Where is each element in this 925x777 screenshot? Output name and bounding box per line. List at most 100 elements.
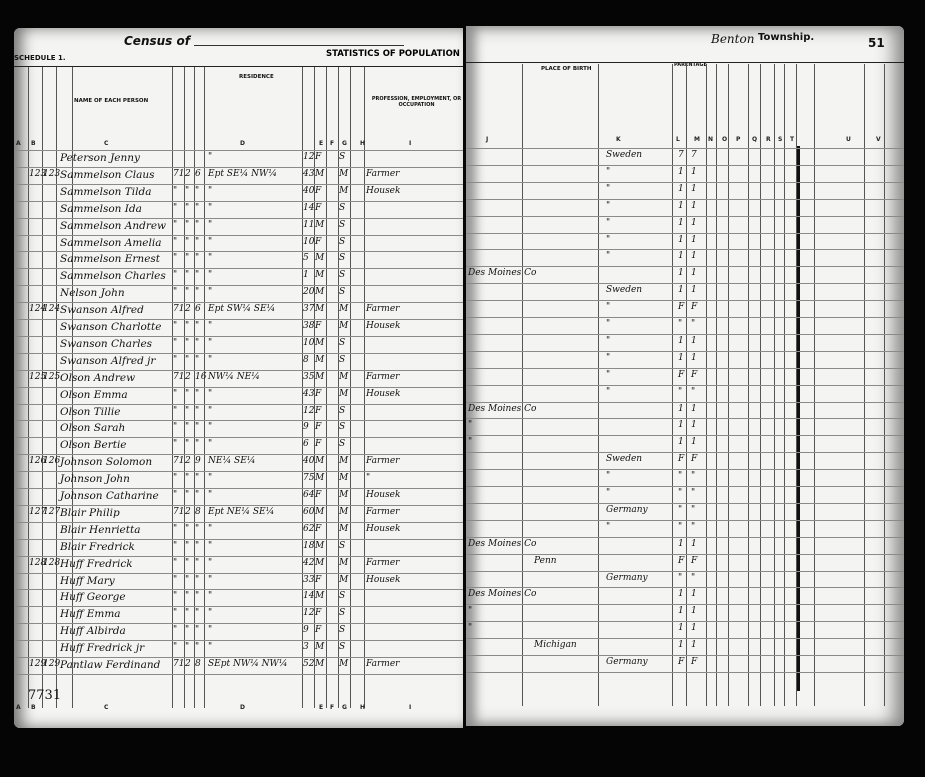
dwelling-number: 127 — [29, 506, 47, 517]
birth-country: Germany — [606, 504, 648, 515]
age: 9 — [303, 625, 309, 636]
range: " — [185, 473, 190, 484]
range: " — [185, 388, 190, 399]
section: " — [195, 591, 200, 602]
sex: F — [315, 388, 322, 399]
birth-country: " — [606, 183, 611, 194]
sex: M — [315, 354, 325, 365]
person-name: Olson Sarah — [60, 422, 126, 435]
row-rule — [466, 486, 904, 487]
row-rule — [466, 300, 904, 302]
census-row-right: " 1 1 — [466, 235, 904, 250]
township: 71 — [173, 456, 185, 467]
row-rule — [14, 403, 463, 405]
range: " — [185, 642, 190, 653]
dwelling-number: 123 — [29, 168, 47, 179]
census-row: Peterson Jenny " 12 F S — [14, 152, 463, 167]
age: 35 — [303, 371, 315, 382]
census-row-right: Sweden 1 1 — [466, 285, 904, 300]
marital-status: M — [339, 185, 349, 196]
township: " — [173, 185, 178, 196]
mother-birthplace: 1 — [691, 183, 697, 194]
sex: F — [315, 608, 322, 619]
birth-state: Michigan — [534, 640, 577, 651]
birth-country: " — [606, 386, 611, 397]
residence: " — [208, 439, 213, 450]
age: 43 — [303, 168, 315, 179]
row-rule — [14, 673, 463, 675]
range: " — [185, 253, 190, 264]
section: " — [195, 202, 200, 213]
marital-status: S — [339, 236, 346, 247]
row-rule — [14, 285, 463, 287]
marital-status: S — [339, 219, 346, 230]
profession-column-header: PROFESSION, EMPLOYMENT, OR OCCUPATION — [371, 96, 462, 108]
row-rule — [466, 435, 904, 437]
row-rule — [14, 555, 463, 557]
column-letter: T — [790, 136, 795, 143]
census-row: Swanson Charles " " " " 10 M S — [14, 338, 463, 353]
range: 2 — [185, 371, 191, 382]
birth-country: " — [606, 471, 611, 482]
person-name: Blair Henrietta — [60, 523, 141, 536]
census-row: Sammelson Andrew " " " " 11 M S — [14, 220, 463, 235]
section: " — [195, 523, 200, 534]
marital-status: M — [339, 557, 349, 568]
township: " — [173, 591, 178, 602]
sex: M — [315, 287, 325, 298]
father-birthplace: 1 — [678, 251, 684, 262]
parentage-header: PARENTAGE — [674, 62, 707, 68]
township: 71 — [173, 304, 185, 315]
mother-birthplace: " — [691, 504, 696, 515]
schedule-label: SCHEDULE 1. — [14, 54, 66, 62]
residence: " — [208, 473, 213, 484]
column-letter: J — [486, 136, 489, 143]
sex: F — [315, 185, 322, 196]
mother-birthplace: 1 — [691, 589, 697, 600]
column-letter: L — [676, 136, 680, 143]
row-rule — [14, 369, 463, 371]
age: 40 — [303, 456, 315, 467]
sex: M — [315, 591, 325, 602]
header-rule — [14, 66, 463, 67]
range: " — [185, 405, 190, 416]
person-name: Huff Emma — [60, 608, 121, 621]
township: " — [173, 253, 178, 264]
birth-country: " — [606, 302, 611, 313]
sex: F — [315, 152, 322, 162]
age: 40 — [303, 185, 315, 196]
person-name: Johnson Solomon — [60, 456, 153, 469]
census-row: 123 123 Sammelson Claus 71 2 6 Ept SE¼ NW¼ 43 M M… — [14, 169, 463, 184]
page-number: 51 — [868, 36, 885, 50]
row-rule — [14, 234, 463, 236]
sex: F — [315, 405, 322, 416]
residence: " — [208, 557, 213, 568]
section: " — [195, 321, 200, 331]
person-name: Olson Emma — [60, 388, 128, 401]
census-row: Olson Sarah " " " " 9 F S — [14, 422, 463, 437]
census-row-right: Sweden F F — [466, 454, 904, 469]
sex: M — [315, 253, 325, 264]
row-rule — [466, 198, 904, 200]
section: " — [195, 219, 200, 230]
mother-birthplace: 1 — [691, 217, 697, 228]
marital-status: S — [339, 642, 346, 653]
marital-status: S — [339, 253, 346, 264]
age: 6 — [303, 439, 309, 450]
range: " — [185, 202, 190, 213]
age: 20 — [303, 287, 315, 298]
row-rule — [466, 232, 904, 234]
row-rule — [466, 350, 904, 352]
section: " — [195, 625, 200, 636]
person-name: Sammelson Claus — [60, 168, 155, 181]
birth-country: " — [606, 369, 611, 380]
census-row-right: " 1 1 — [466, 437, 904, 452]
row-rule — [466, 367, 904, 369]
sex: M — [315, 557, 325, 568]
sex: M — [315, 540, 325, 551]
column-letter: E — [319, 704, 324, 711]
age: 75 — [303, 473, 315, 484]
column-letter: R — [766, 136, 771, 143]
father-birthplace: 7 — [678, 150, 684, 160]
mother-birthplace: " — [691, 471, 696, 482]
